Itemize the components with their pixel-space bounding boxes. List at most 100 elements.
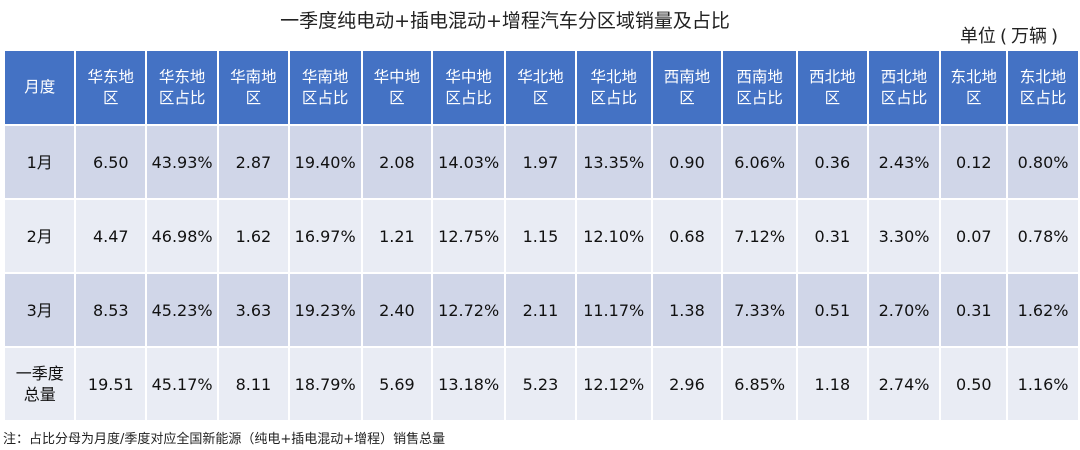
sales-value-cell: 5.69	[362, 348, 432, 420]
share-value-cell: 2.74%	[868, 348, 940, 420]
sales-value-cell: 3.63	[219, 274, 288, 346]
column-header-line: 华中地	[373, 67, 421, 86]
sales-value-cell: 0.68	[652, 200, 722, 272]
column-header-line: 区占比	[158, 88, 206, 107]
column-header: 月度	[5, 51, 75, 124]
share-value-cell: 2.43%	[868, 126, 940, 198]
share-value-cell: 7.33%	[723, 274, 797, 346]
sales-value-cell: 1.15	[506, 200, 575, 272]
sales-value-cell: 19.51	[76, 348, 146, 420]
row-label-line: 2月	[26, 226, 53, 246]
share-value-cell: 16.97%	[289, 200, 361, 272]
row-label: 1月	[5, 126, 75, 198]
footnote: 注：占比分母为月度/季度对应全国新能源（纯电+插电混动+增程）销售总量	[3, 432, 446, 447]
column-header: 华东地 区占比	[147, 51, 218, 124]
share-value-cell: 0.80%	[1008, 126, 1078, 198]
row-label-line: 1月	[26, 152, 53, 172]
sales-value-cell: 0.36	[798, 126, 867, 198]
unit-value: 万辆	[1010, 26, 1047, 47]
column-header-line: 东北地	[1019, 67, 1067, 86]
sales-value-cell: 0.51	[798, 274, 867, 346]
row-label: 一季度 总量	[5, 348, 75, 420]
share-value-cell: 12.72%	[433, 274, 505, 346]
column-header-line: 区占比	[880, 88, 928, 107]
column-header-line: 区	[679, 88, 695, 107]
sales-value-cell: 8.53	[76, 274, 146, 346]
sales-value-cell: 2.11	[506, 274, 575, 346]
table-row: 一季度 总量 19.51 45.17% 8.11 18.79% 5.69 13.18% 5.23…	[5, 348, 1078, 420]
sales-value-cell: 2.40	[362, 274, 432, 346]
column-header-line: 区占比	[736, 88, 783, 107]
chart-title: 一季度纯电动+插电混动+增程汽车分区域销量及占比	[280, 10, 730, 32]
column-header-line: 区	[824, 88, 841, 107]
column-header: 西南地区	[652, 51, 722, 124]
unit-close-paren: )	[1050, 26, 1058, 47]
share-value-cell: 12.12%	[576, 348, 651, 420]
column-header: 东北地区	[941, 51, 1007, 124]
column-header-line: 东北地	[950, 67, 998, 86]
column-header: 华北地区	[506, 51, 575, 124]
sales-value-cell: 1.38	[652, 274, 722, 346]
share-value-cell: 13.35%	[576, 126, 651, 198]
sales-value-cell: 2.87	[219, 126, 288, 198]
sales-value-cell: 0.50	[941, 348, 1007, 420]
column-header-line: 华中地	[445, 67, 492, 86]
table-row: 1月 6.50 43.93% 2.87 19.40% 2.08 14.03% 1.97 13.3…	[5, 126, 1078, 198]
column-header: 华南地区	[219, 51, 288, 124]
row-label-line: 总量	[23, 385, 56, 404]
column-header-line: 西北地	[880, 67, 928, 86]
column-header: 华南地 区占比	[289, 51, 361, 124]
column-header-line: 区占比	[301, 88, 349, 107]
unit-label: 单位(万辆)	[960, 22, 1062, 48]
sales-table: 月度 华东地区华东地 区占比 华南地区华南地 区占比 华中地区华中地 区占比 华北地区华北地区…	[3, 49, 1080, 422]
column-header-line: 区	[532, 88, 549, 107]
column-header: 华中地 区占比	[433, 51, 505, 124]
column-header-line: 区占比	[445, 88, 492, 107]
share-value-cell: 45.23%	[147, 274, 218, 346]
sales-value-cell: 0.07	[941, 200, 1007, 272]
share-value-cell: 7.12%	[723, 200, 797, 272]
share-value-cell: 14.03%	[433, 126, 505, 198]
share-value-cell: 0.78%	[1008, 200, 1078, 272]
column-header: 西南地 区占比	[723, 51, 797, 124]
share-value-cell: 6.85%	[723, 348, 797, 420]
column-header: 华中地区	[362, 51, 432, 124]
unit-open-paren: (	[999, 26, 1007, 47]
column-header-line: 月度	[24, 78, 56, 96]
share-value-cell: 1.62%	[1008, 274, 1078, 346]
column-header-line: 西南地	[663, 67, 711, 86]
column-header-line: 华北地	[517, 67, 564, 86]
column-header-line: 区	[966, 88, 982, 107]
share-value-cell: 12.10%	[576, 200, 651, 272]
column-header-line: 区占比	[590, 88, 637, 107]
sales-value-cell: 1.18	[798, 348, 867, 420]
row-label-line: 3月	[26, 300, 53, 320]
column-header-line: 西南地	[736, 67, 783, 86]
share-value-cell: 46.98%	[147, 200, 218, 272]
share-value-cell: 45.17%	[147, 348, 218, 420]
column-header: 西北地区	[798, 51, 867, 124]
column-header-line: 区	[103, 88, 119, 107]
column-header-line: 西北地	[809, 67, 856, 86]
column-header-line: 华北地	[590, 67, 637, 86]
sales-value-cell: 4.47	[76, 200, 146, 272]
share-value-cell: 19.23%	[289, 274, 361, 346]
sales-value-cell: 0.90	[652, 126, 722, 198]
column-header-line: 区	[389, 88, 405, 107]
share-value-cell: 19.40%	[289, 126, 361, 198]
share-value-cell: 3.30%	[868, 200, 940, 272]
share-value-cell: 13.18%	[433, 348, 505, 420]
share-value-cell: 12.75%	[433, 200, 505, 272]
column-header-line: 华南地	[230, 67, 277, 86]
table-row: 2月 4.47 46.98% 1.62 16.97% 1.21 12.75% 1.15 12.1…	[5, 200, 1078, 272]
sales-value-cell: 2.96	[652, 348, 722, 420]
unit-label-text: 单位	[959, 26, 996, 47]
share-value-cell: 2.70%	[868, 274, 940, 346]
column-header: 华北地 区占比	[576, 51, 651, 124]
sales-value-cell: 1.62	[219, 200, 288, 272]
column-header-line: 华东地	[87, 67, 135, 86]
sales-value-cell: 0.31	[941, 274, 1007, 346]
column-header-line: 华南地	[301, 67, 349, 86]
share-value-cell: 1.16%	[1008, 348, 1078, 420]
header-row: 月度 华东地区华东地 区占比 华南地区华南地 区占比 华中地区华中地 区占比 华北地区华北地区…	[5, 51, 1078, 124]
